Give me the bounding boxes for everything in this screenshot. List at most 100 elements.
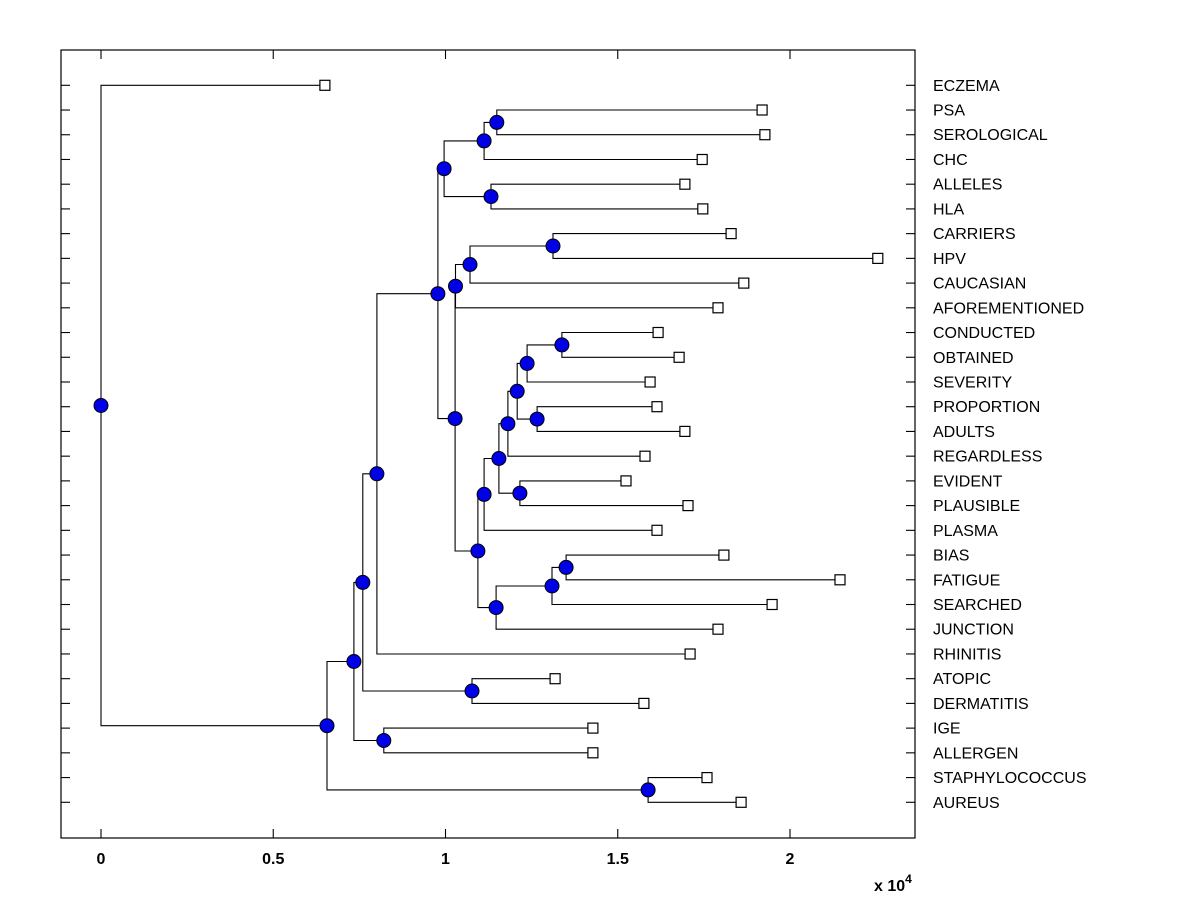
leaf-label-atopic: ATOPIC: [933, 671, 991, 688]
leaf-label-alleles: ALLELES: [933, 177, 1002, 194]
leaf-node-marker[interactable]: [696, 153, 708, 166]
internal-node-marker[interactable]: [529, 411, 545, 427]
internal-node-marker[interactable]: [319, 718, 335, 734]
leaf-node-marker[interactable]: [712, 623, 724, 635]
leaf-node-marker[interactable]: [651, 401, 663, 413]
leaf-node-marker[interactable]: [682, 500, 694, 512]
leaf-label-chc: CHC: [933, 152, 968, 169]
internal-node-marker[interactable]: [554, 337, 570, 353]
leaf-label-proportion: PROPORTION: [933, 399, 1040, 416]
internal-node-marker[interactable]: [355, 574, 371, 590]
internal-node-marker[interactable]: [500, 416, 516, 432]
internal-node-marker[interactable]: [436, 161, 452, 177]
x-tick-label: 0.5: [262, 851, 284, 868]
branch-elbow: [526, 344, 651, 383]
branch-elbow: [495, 585, 718, 630]
leaf-node-marker[interactable]: [738, 277, 750, 289]
leaf-node-marker[interactable]: [684, 648, 696, 660]
leaf-node-marker[interactable]: [639, 450, 651, 462]
leaf-node-marker[interactable]: [872, 252, 884, 264]
branch-elbow: [483, 121, 703, 161]
internal-node-marker[interactable]: [376, 733, 392, 748]
internal-node-marker[interactable]: [488, 600, 504, 616]
leaf-node-marker[interactable]: [673, 351, 685, 363]
internal-node-marker[interactable]: [491, 451, 507, 466]
internal-node-marker[interactable]: [545, 238, 561, 254]
leaf-label-carriers: CARRIERS: [933, 226, 1016, 243]
branch-elbow: [507, 390, 645, 457]
branch-elbow: [536, 406, 685, 432]
branch-elbow: [454, 263, 718, 309]
plot-box: [60, 49, 916, 839]
x-tick-label: 1: [441, 851, 450, 868]
leaf-node-marker[interactable]: [620, 475, 632, 487]
leaf-node-marker[interactable]: [679, 178, 691, 190]
leaf-node-marker[interactable]: [644, 376, 656, 388]
leaf-label-severity: SEVERITY: [933, 375, 1012, 392]
branch-elbow: [100, 84, 327, 727]
leaf-node-marker[interactable]: [652, 326, 664, 339]
internal-node-marker[interactable]: [558, 559, 574, 575]
leaf-label-psa: PSA: [933, 103, 965, 120]
leaf-node-marker[interactable]: [679, 425, 691, 437]
leaf-label-conducted: CONDUCTED: [933, 325, 1035, 342]
internal-node-marker[interactable]: [470, 543, 486, 559]
leaf-label-bias: BIAS: [933, 548, 969, 565]
leaf-node-marker[interactable]: [587, 722, 599, 734]
leaf-label-hla: HLA: [933, 201, 964, 218]
leaf-label-plasma: PLASMA: [933, 523, 998, 540]
leaf-node-marker[interactable]: [701, 771, 713, 784]
branch-elbow: [490, 183, 703, 210]
leaf-node-marker[interactable]: [759, 129, 771, 141]
leaf-node-marker[interactable]: [638, 697, 650, 710]
leaf-node-marker[interactable]: [718, 549, 730, 561]
internal-node-marker[interactable]: [464, 683, 480, 699]
internal-node-marker[interactable]: [512, 485, 528, 501]
leaf-node-marker[interactable]: [834, 574, 846, 586]
internal-node-marker[interactable]: [489, 114, 505, 130]
leaf-node-marker[interactable]: [766, 598, 778, 611]
internal-node-marker[interactable]: [430, 286, 446, 302]
leaf-label-allergen: ALLERGEN: [933, 745, 1018, 762]
x-tick-label: 2: [786, 851, 795, 868]
internal-node-marker[interactable]: [476, 133, 492, 149]
internal-node-marker[interactable]: [448, 278, 463, 294]
leaf-label-eczema: ECZEMA: [933, 78, 1000, 95]
leaf-label-dermatitis: DERMATITIS: [933, 696, 1029, 713]
internal-node-marker[interactable]: [509, 383, 525, 399]
leaf-node-marker[interactable]: [725, 228, 737, 240]
internal-node-marker[interactable]: [640, 782, 656, 798]
leaf-node-marker[interactable]: [712, 302, 724, 314]
leaf-label-plausible: PLAUSIBLE: [933, 498, 1020, 515]
leaf-node-marker[interactable]: [697, 203, 709, 215]
axes: [60, 49, 916, 839]
leaf-label-ige: IGE: [933, 721, 961, 738]
internal-node-marker[interactable]: [462, 257, 478, 272]
branch-elbow: [383, 727, 593, 754]
leaf-node-marker[interactable]: [319, 79, 331, 91]
leaf-label-rhinitis: RHINITIS: [933, 647, 1001, 664]
labels: 0 0.5 1 1.5 2 ECZEMA PSA SEROLOGICAL CHC ALLELES H…: [97, 78, 1087, 895]
internal-node-marker[interactable]: [447, 411, 463, 427]
x-tick-label: 1.5: [607, 851, 629, 868]
leaf-node-marker[interactable]: [587, 747, 599, 759]
internal-node-marker[interactable]: [544, 578, 560, 594]
leaf-node-marker[interactable]: [651, 524, 663, 536]
internal-node-marker[interactable]: [369, 466, 385, 482]
leaf-label-aureus: AUREUS: [933, 795, 1000, 812]
leaf-label-hpv: HPV: [933, 251, 966, 268]
leaf-label-junction: JUNCTION: [933, 622, 1014, 639]
internal-node-marker[interactable]: [346, 654, 362, 669]
leaf-label-searched: SEARCHED: [933, 597, 1022, 614]
leaf-node-marker[interactable]: [549, 673, 561, 685]
internal-node-marker[interactable]: [519, 355, 535, 371]
branch-elbow: [551, 566, 773, 606]
internal-node-marker[interactable]: [93, 398, 109, 413]
internal-node-marker[interactable]: [483, 189, 499, 205]
leaf-node-marker[interactable]: [756, 104, 768, 116]
x-tick-label: 0: [97, 851, 106, 868]
internal-node-marker[interactable]: [476, 486, 492, 502]
leaf-node-marker[interactable]: [735, 796, 747, 808]
